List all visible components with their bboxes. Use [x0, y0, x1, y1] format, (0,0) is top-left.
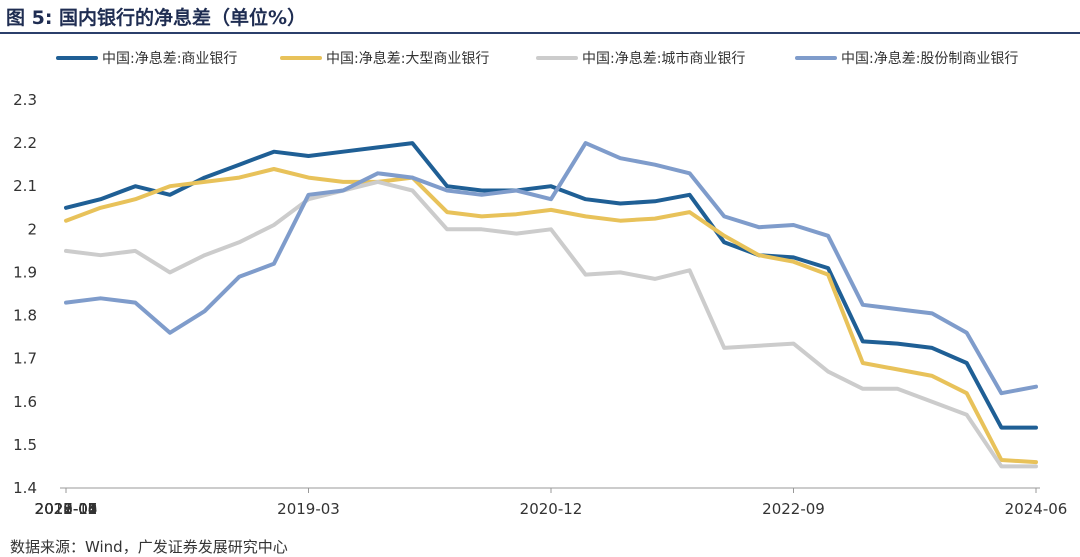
- x-tick-label: 2018-01: [35, 500, 98, 518]
- x-tick-label: 2023-04: [35, 500, 98, 518]
- x-tick-label: 2019-10: [35, 500, 98, 518]
- legend-label-0: 中国:净息差:商业银行: [102, 50, 237, 67]
- source-note: 数据来源：Wind，广发证券发展研究中心: [10, 538, 288, 556]
- y-tick-label: 1.4: [13, 479, 37, 497]
- x-tick-label: 2024-06: [1005, 500, 1068, 518]
- x-tick-label: 2019-03: [277, 500, 340, 518]
- x-tick-label: 2022-09: [762, 500, 825, 518]
- chart-legend: 中国:净息差:商业银行 中国:净息差:大型商业银行 中国:净息差:城市商业银行 中国:…: [56, 50, 1018, 67]
- series-line-3: [64, 141, 1038, 396]
- y-tick-label: 1.7: [13, 350, 37, 368]
- series-line-1: [64, 167, 1038, 465]
- y-tick-label: 1.5: [13, 436, 37, 454]
- y-tick-label: 1.8: [13, 307, 37, 325]
- legend-label-3: 中国:净息差:股份制商业银行: [841, 50, 1018, 67]
- y-tick-label: 1.6: [13, 393, 37, 411]
- line-chart: 中国:净息差:商业银行 中国:净息差:大型商业银行 中国:净息差:城市商业银行 中国:…: [13, 50, 1068, 518]
- legend-label-2: 中国:净息差:城市商业银行: [582, 50, 745, 67]
- y-tick-label: 2.2: [13, 134, 37, 152]
- x-tick-label: 2023-11: [35, 500, 98, 518]
- x-tick-label: 2017-06: [35, 500, 98, 518]
- series-line-2: [64, 179, 1038, 469]
- x-tick-label: 2021-07: [35, 500, 98, 518]
- x-tick-label: 2018-08: [35, 500, 98, 518]
- y-tick-label: 2: [27, 220, 37, 238]
- figure-title: 图 5: 国内银行的净息差（单位%）: [6, 7, 307, 29]
- series-line-0: [64, 141, 1038, 430]
- x-tick-label: 2020-12: [520, 500, 583, 518]
- x-tick-label: 2022-02: [35, 500, 98, 518]
- title-bar: 图 5: 国内银行的净息差（单位%）: [0, 0, 1080, 34]
- y-axis: 1.4 1.5 1.6 1.7 1.8 1.9 2 2.1 2.2 2.3: [13, 91, 37, 497]
- y-tick-label: 1.9: [13, 263, 37, 281]
- legend-label-1: 中国:净息差:大型商业银行: [326, 50, 489, 67]
- series-lines: [64, 141, 1038, 469]
- x-tick-label: 2020-05: [35, 500, 98, 518]
- y-tick-label: 2.1: [13, 177, 37, 195]
- y-tick-label: 2.3: [13, 91, 37, 109]
